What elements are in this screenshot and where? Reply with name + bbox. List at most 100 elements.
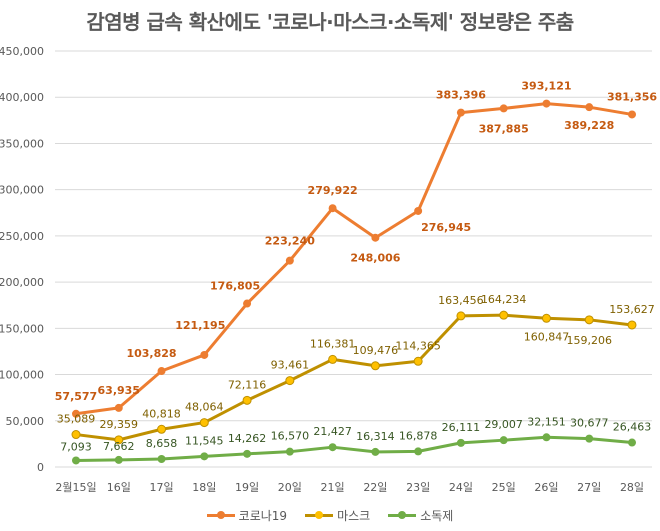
- data-point-mask: [456, 311, 466, 321]
- data-point-corona: [499, 104, 508, 113]
- x-tick-label: 28일: [620, 480, 644, 494]
- data-point-mask: [114, 435, 124, 445]
- data-label-mask: 93,461: [271, 359, 310, 372]
- data-point-sanitizer: [114, 455, 123, 464]
- data-label-corona: 63,935: [98, 384, 140, 397]
- data-label-corona: 279,922: [308, 184, 358, 197]
- y-tick-label: 250,000: [0, 230, 44, 243]
- data-label-mask: 72,116: [228, 378, 267, 391]
- data-point-sanitizer: [542, 433, 551, 442]
- data-label-mask: 48,064: [185, 401, 224, 414]
- data-label-corona: 223,240: [265, 235, 315, 248]
- legend-label-sanitizer: 소독제: [420, 509, 454, 523]
- data-point-mask: [242, 395, 252, 405]
- legend-label-mask: 마스크: [337, 509, 371, 523]
- data-point-sanitizer: [200, 452, 209, 461]
- data-point-sanitizer: [157, 454, 166, 463]
- legend-swatch-mask: [305, 511, 334, 519]
- data-label-sanitizer: 16,314: [356, 430, 395, 443]
- data-label-corona: 387,885: [479, 122, 529, 135]
- series-line-mask: [75, 313, 633, 442]
- data-label-mask: 163,456: [438, 294, 484, 307]
- data-label-mask: 109,476: [353, 344, 399, 357]
- x-tick-label: 24일: [449, 480, 473, 494]
- data-label-sanitizer: 14,262: [228, 432, 267, 445]
- data-point-mask: [627, 320, 637, 330]
- data-point-corona: [585, 103, 594, 112]
- x-tick-label: 21일: [321, 480, 345, 494]
- x-tick-label: 23일: [406, 480, 430, 494]
- chart-title: 감염병 급속 확산에도 '코로나·마스크·소독제' 정보량은 주춤: [86, 10, 574, 34]
- x-tick-label: 19일: [235, 480, 259, 494]
- data-label-corona: 57,577: [55, 390, 97, 403]
- x-tick-label: 22일: [363, 480, 387, 494]
- data-label-corona: 383,396: [436, 89, 486, 102]
- data-label-corona: 393,121: [521, 80, 571, 93]
- data-label-sanitizer: 26,463: [613, 421, 652, 434]
- x-tick-label: 26일: [534, 480, 558, 494]
- data-label-mask: 40,818: [142, 407, 181, 420]
- data-label-sanitizer: 21,427: [313, 425, 352, 438]
- data-point-mask: [71, 430, 81, 440]
- y-tick-label: 100,000: [0, 369, 44, 382]
- data-point-mask: [541, 313, 551, 323]
- data-point-mask: [199, 418, 209, 428]
- data-point-mask: [413, 356, 423, 366]
- data-point-sanitizer: [243, 449, 252, 458]
- data-point-sanitizer: [456, 438, 465, 447]
- y-tick-label: 300,000: [0, 184, 44, 197]
- y-tick-label: 150,000: [0, 322, 44, 335]
- x-tick-label: 25일: [492, 480, 516, 494]
- data-point-corona: [414, 206, 423, 215]
- y-tick-label: 200,000: [0, 276, 44, 289]
- data-label-sanitizer: 7,662: [103, 440, 135, 453]
- legend-item-sanitizer[interactable]: 소독제: [388, 507, 453, 524]
- series-line-corona: [75, 102, 633, 416]
- x-tick-label: 17일: [149, 480, 173, 494]
- data-point-corona: [542, 99, 551, 108]
- data-label-sanitizer: 16,570: [271, 430, 310, 443]
- data-point-mask: [157, 424, 167, 434]
- data-label-corona: 276,945: [421, 221, 471, 234]
- data-point-sanitizer: [499, 436, 508, 445]
- data-point-sanitizer: [414, 447, 423, 456]
- data-label-sanitizer: 30,677: [570, 417, 609, 430]
- data-label-corona: 103,828: [126, 347, 176, 360]
- data-label-mask: 164,234: [481, 293, 527, 306]
- data-label-mask: 114,365: [395, 339, 441, 352]
- data-point-sanitizer: [72, 456, 80, 465]
- y-tick-label: 450,000: [0, 45, 44, 58]
- legend-item-mask[interactable]: 마스크: [305, 507, 370, 524]
- data-label-sanitizer: 29,007: [484, 418, 523, 431]
- data-point-corona: [243, 299, 252, 308]
- x-tick-label: 2월15일: [55, 480, 96, 494]
- data-label-sanitizer: 8,658: [146, 437, 178, 450]
- data-label-mask: 35,089: [57, 413, 96, 426]
- data-label-mask: 116,381: [310, 337, 356, 350]
- data-point-corona: [328, 204, 337, 213]
- y-tick-label: 0: [37, 461, 44, 474]
- data-point-sanitizer: [585, 434, 594, 443]
- data-label-sanitizer: 16,878: [399, 429, 438, 442]
- data-point-corona: [285, 256, 294, 265]
- series-line-sanitizer: [75, 435, 633, 462]
- data-label-corona: 381,356: [607, 90, 657, 103]
- legend-swatch-sanitizer: [388, 511, 417, 519]
- data-label-sanitizer: 11,545: [185, 434, 224, 447]
- data-label-mask: 160,847: [524, 330, 570, 343]
- data-point-corona: [628, 110, 636, 119]
- data-point-mask: [328, 354, 338, 364]
- legend-swatch-corona: [206, 511, 235, 519]
- data-point-sanitizer: [328, 443, 337, 452]
- data-label-sanitizer: 32,151: [527, 415, 566, 428]
- y-tick-label: 400,000: [0, 91, 44, 104]
- x-tick-label: 16일: [107, 480, 131, 494]
- x-tick-label: 18일: [192, 480, 216, 494]
- data-point-corona: [157, 367, 166, 376]
- data-label-mask: 159,206: [566, 334, 612, 347]
- data-label-sanitizer: 7,093: [60, 440, 92, 453]
- legend-item-corona[interactable]: 코로나19: [206, 507, 287, 524]
- data-label-corona: 248,006: [350, 252, 400, 265]
- x-tick-label: 27일: [577, 480, 601, 494]
